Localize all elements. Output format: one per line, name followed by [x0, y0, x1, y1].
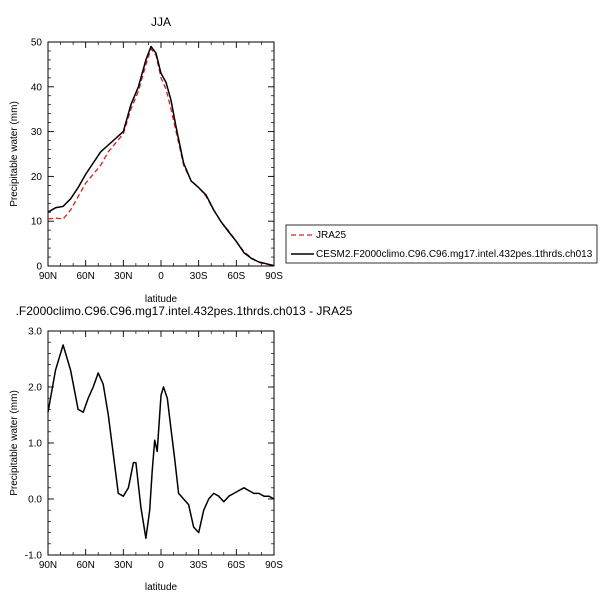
top-x-tick-label: 60S: [227, 271, 245, 282]
top-y-tick-label: 20: [31, 172, 43, 183]
bottom-y-tick-label: 1.0: [28, 439, 42, 450]
legend-label-jra25: JRA25: [316, 230, 346, 241]
bottom-chart-title: .F2000climo.C96.C96.mg17.intel.432pes.1t…: [16, 304, 353, 318]
bottom-y-tick-label: 0.0: [28, 495, 42, 506]
top-y-tick-label: 30: [31, 127, 43, 138]
bottom-x-tick-label: 0: [158, 560, 164, 571]
legend-box: [285, 224, 598, 264]
top-y-tick-label: 50: [31, 38, 43, 49]
top-y-tick-label: 40: [31, 82, 43, 93]
bottom-y-tick-label: -1.0: [25, 551, 43, 562]
bottom-y-tick-label: 2.0: [28, 383, 42, 394]
top-chart-ylabel: Precipitable water (mm): [9, 101, 20, 207]
top-x-tick-label: 30S: [190, 271, 208, 282]
bottom-chart: .F2000climo.C96.C96.mg17.intel.432pes.1t…: [9, 304, 353, 593]
top-chart-title: JJA: [151, 15, 171, 29]
top-x-tick-label: 90N: [39, 271, 57, 282]
bottom-x-tick-label: 60N: [76, 560, 94, 571]
top-plot-area: 90N 60N 30N 0 30S 60S 90S 0 10 20 30 40 50: [31, 38, 283, 283]
top-chart: JJA 90N 60N 30N 0 30S 60S 90S 0 10 20 30 40 50 latit…: [9, 15, 283, 305]
bottom-series-0-line: [47, 344, 275, 539]
bottom-plot-area: 90N 60N 30N 0 30S 60S 90S -1.0 0.0 1.0 2.0 3.0: [25, 327, 283, 572]
bottom-chart-ylabel: Precipitable water (mm): [9, 390, 20, 496]
top-x-tick-label: 0: [158, 271, 164, 282]
legend: JRA25 CESM2.F2000climo.C96.C96.mg17.inte…: [285, 224, 598, 264]
top-frame: [47, 41, 275, 267]
top-y-tick-label: 10: [31, 217, 43, 228]
bottom-x-tick-label: 90S: [265, 560, 283, 571]
top-series-1-line: [47, 45, 275, 267]
top-chart-xlabel: latitude: [145, 294, 178, 305]
bottom-frame: [47, 330, 275, 556]
bottom-chart-xlabel: latitude: [145, 582, 178, 593]
top-series-0-line: [47, 48, 275, 267]
bottom-x-tick-label: 30N: [114, 560, 132, 571]
bottom-x-tick-label: 60S: [227, 560, 245, 571]
top-x-tick-label: 60N: [76, 271, 94, 282]
bottom-y-tick-label: 3.0: [28, 327, 42, 338]
top-y-tick-label: 0: [36, 262, 42, 273]
top-x-tick-label: 30N: [114, 271, 132, 282]
bottom-x-tick-label: 30S: [190, 560, 208, 571]
bottom-x-tick-label: 90N: [39, 560, 57, 571]
top-x-tick-label: 90S: [265, 271, 283, 282]
legend-label-cesm2: CESM2.F2000climo.C96.C96.mg17.intel.432p…: [316, 249, 593, 260]
